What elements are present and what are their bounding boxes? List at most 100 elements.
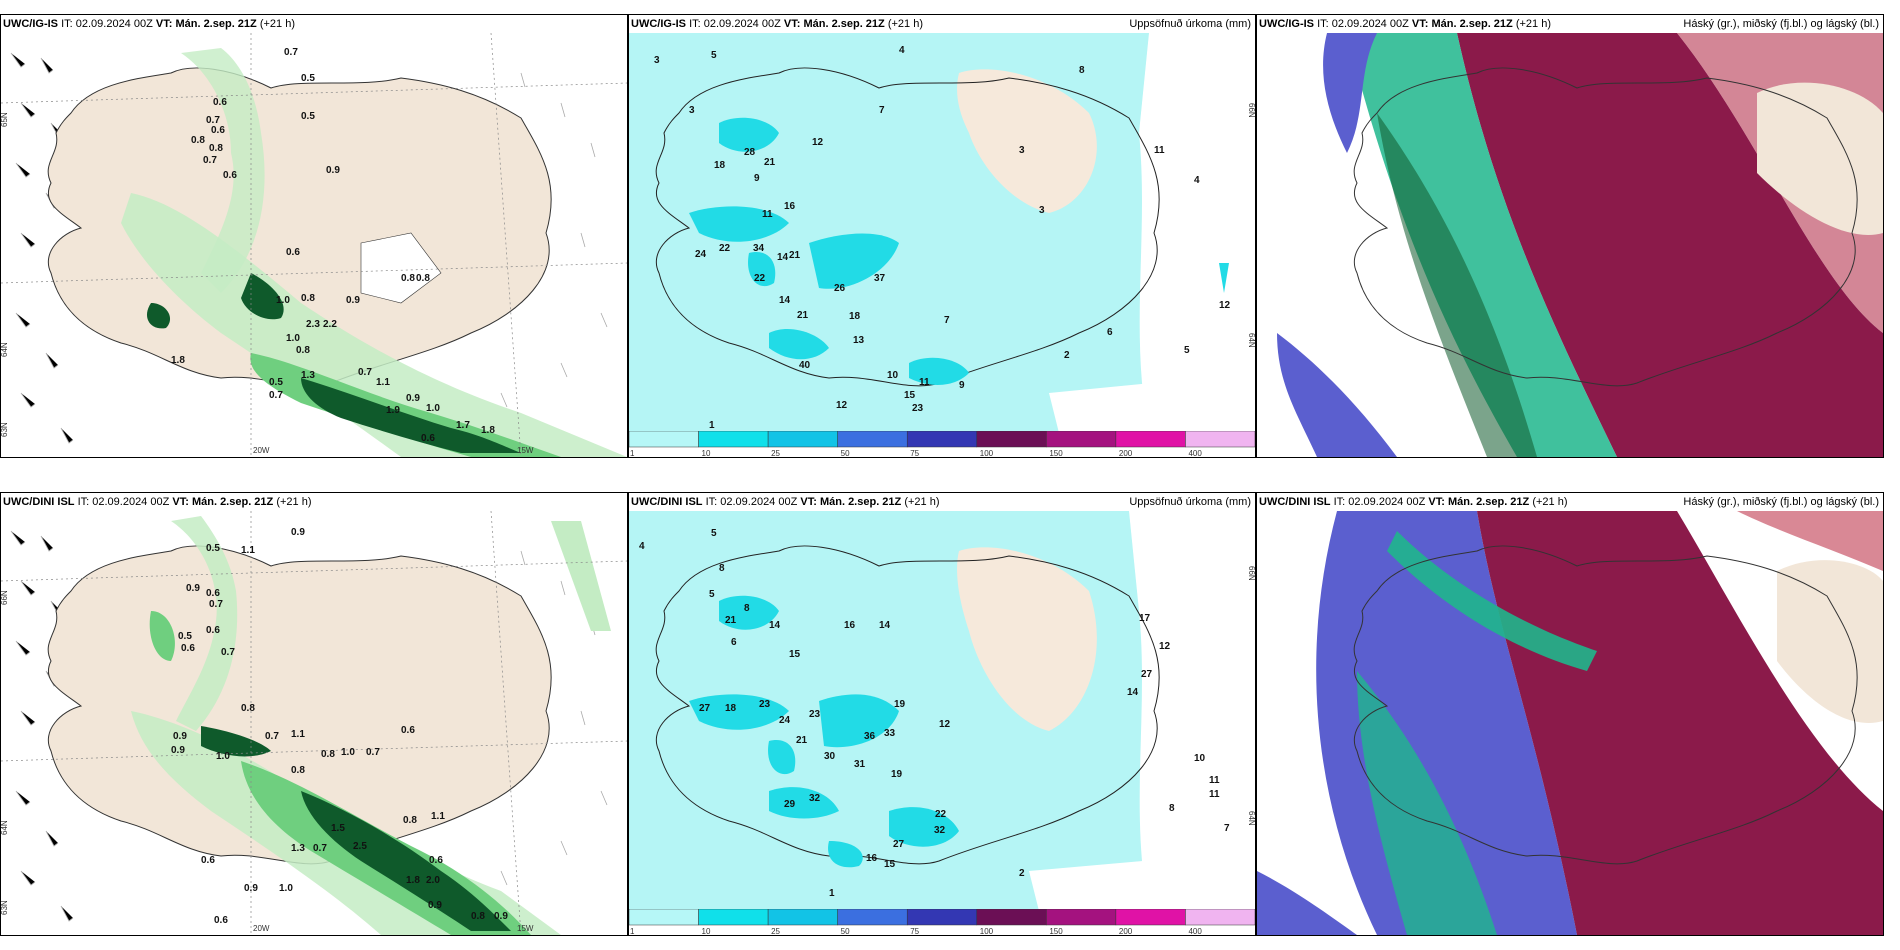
panel-header: UWC/DINI ISL IT: 02.09.2024 00Z VT: Mán.… bbox=[1259, 496, 1568, 508]
svg-text:31: 31 bbox=[854, 759, 866, 770]
panel-header: UWC/IG-IS IT: 02.09.2024 00Z VT: Mán. 2.… bbox=[1259, 18, 1551, 30]
svg-text:2.3: 2.3 bbox=[306, 319, 320, 330]
svg-text:16: 16 bbox=[866, 853, 878, 864]
svg-text:1.5: 1.5 bbox=[331, 823, 345, 834]
svg-text:1.1: 1.1 bbox=[376, 377, 390, 388]
svg-text:34: 34 bbox=[753, 243, 765, 254]
colorbar-tick: 50 bbox=[841, 927, 850, 935]
map-clouds bbox=[1257, 511, 1883, 935]
svg-text:0.6: 0.6 bbox=[181, 643, 195, 654]
colorbar-swatch bbox=[629, 909, 699, 926]
svg-text:15W: 15W bbox=[517, 924, 534, 933]
panel-right-title: Háský (gr.), miðský (fj.bl.) og lágský (… bbox=[1683, 18, 1879, 30]
svg-text:23: 23 bbox=[912, 403, 924, 414]
svg-text:36: 36 bbox=[864, 731, 876, 742]
svg-text:0.9: 0.9 bbox=[406, 393, 420, 404]
colorbar: 1 10 25 50 75 100 150 200 400 bbox=[629, 431, 1255, 457]
svg-text:1.3: 1.3 bbox=[291, 843, 305, 854]
svg-text:3: 3 bbox=[654, 55, 660, 66]
svg-text:9: 9 bbox=[959, 380, 965, 391]
svg-text:21: 21 bbox=[764, 157, 776, 168]
svg-text:11: 11 bbox=[1209, 775, 1220, 786]
svg-text:32: 32 bbox=[934, 825, 946, 836]
svg-text:29: 29 bbox=[784, 799, 796, 810]
svg-text:4: 4 bbox=[1194, 175, 1200, 186]
colorbar-swatch bbox=[837, 909, 908, 926]
svg-text:1.8: 1.8 bbox=[406, 875, 420, 886]
panel-right-title: Háský (gr.), miðský (fj.bl.) og lágský (… bbox=[1683, 496, 1879, 508]
colorbar-tick: 25 bbox=[771, 927, 780, 935]
svg-text:27: 27 bbox=[1141, 669, 1153, 680]
svg-text:0.6: 0.6 bbox=[213, 97, 227, 108]
colorbar-tick: 25 bbox=[771, 449, 780, 457]
svg-text:14: 14 bbox=[779, 295, 791, 306]
svg-text:1.1: 1.1 bbox=[431, 811, 445, 822]
colorbar-tick: 50 bbox=[841, 449, 850, 457]
svg-text:0.7: 0.7 bbox=[366, 747, 380, 758]
svg-text:0.8: 0.8 bbox=[209, 143, 223, 154]
svg-text:2: 2 bbox=[1019, 868, 1025, 879]
iceland-outline bbox=[655, 67, 1160, 387]
svg-text:17: 17 bbox=[1139, 613, 1151, 624]
svg-text:19: 19 bbox=[891, 769, 903, 780]
svg-text:64N: 64N bbox=[1, 820, 9, 835]
svg-text:11: 11 bbox=[919, 377, 930, 388]
svg-text:1.9: 1.9 bbox=[386, 405, 400, 416]
precip-values: 0.9 0.5 1.1 0.6 0.9 0.7 0.5 0.6 0.6 0.7 … bbox=[171, 527, 508, 926]
svg-text:18: 18 bbox=[714, 160, 726, 171]
svg-text:0.5: 0.5 bbox=[301, 111, 315, 122]
svg-text:2.0: 2.0 bbox=[426, 875, 440, 886]
svg-text:12: 12 bbox=[1219, 300, 1231, 311]
svg-text:21: 21 bbox=[796, 735, 808, 746]
svg-text:4: 4 bbox=[899, 45, 905, 56]
svg-text:0.7: 0.7 bbox=[358, 367, 372, 378]
svg-text:12: 12 bbox=[836, 400, 848, 411]
svg-text:22: 22 bbox=[719, 243, 731, 254]
svg-text:5: 5 bbox=[709, 589, 715, 600]
svg-text:0.7: 0.7 bbox=[221, 647, 235, 658]
svg-text:0.8: 0.8 bbox=[241, 703, 255, 714]
svg-text:11: 11 bbox=[1209, 789, 1220, 800]
svg-text:21: 21 bbox=[797, 310, 809, 321]
svg-text:66N: 66N bbox=[1247, 566, 1255, 581]
svg-text:23: 23 bbox=[759, 699, 771, 710]
svg-text:18: 18 bbox=[725, 703, 737, 714]
colorbar-swatch bbox=[906, 431, 978, 448]
svg-text:0.9: 0.9 bbox=[346, 295, 360, 306]
svg-text:63N: 63N bbox=[1, 422, 9, 437]
colorbar-tick: 400 bbox=[1188, 449, 1202, 457]
svg-text:2: 2 bbox=[1064, 350, 1070, 361]
svg-text:0.8: 0.8 bbox=[401, 273, 415, 284]
colorbar-swatch bbox=[767, 909, 838, 926]
colorbar-swatch bbox=[698, 909, 769, 926]
svg-text:0.6: 0.6 bbox=[211, 125, 225, 136]
colorbar-tick: 10 bbox=[702, 927, 711, 935]
svg-text:7: 7 bbox=[879, 105, 885, 116]
svg-text:1.8: 1.8 bbox=[171, 355, 185, 366]
map-accum-precip: 5 4 8 21 14 16 14 15 27 18 23 24 23 19 2… bbox=[629, 511, 1255, 911]
svg-text:12: 12 bbox=[1159, 641, 1171, 652]
svg-text:15: 15 bbox=[789, 649, 801, 660]
svg-text:21: 21 bbox=[725, 615, 737, 626]
svg-text:8: 8 bbox=[744, 603, 750, 614]
precip-values: 0.7 0.5 0.6 0.5 0.7 0.8 0.6 0.8 0.7 0.6 … bbox=[171, 47, 495, 444]
svg-text:0.6: 0.6 bbox=[421, 433, 435, 444]
colorbar-tick: 75 bbox=[910, 927, 919, 935]
svg-text:0.6: 0.6 bbox=[429, 855, 443, 866]
map-clouds bbox=[1257, 33, 1883, 457]
svg-text:64N: 64N bbox=[1, 342, 9, 357]
svg-text:0.9: 0.9 bbox=[494, 911, 508, 922]
colorbar-tick: 75 bbox=[910, 449, 919, 457]
svg-text:13: 13 bbox=[853, 335, 865, 346]
colorbar-swatch bbox=[1046, 909, 1117, 926]
svg-text:1.0: 1.0 bbox=[279, 883, 293, 894]
svg-text:40: 40 bbox=[799, 360, 811, 371]
svg-text:66N: 66N bbox=[1247, 103, 1255, 118]
svg-text:3: 3 bbox=[689, 105, 695, 116]
svg-text:16: 16 bbox=[844, 620, 856, 631]
panel-dini-clouds: UWC/DINI ISL IT: 02.09.2024 00Z VT: Mán.… bbox=[1256, 492, 1884, 936]
svg-text:10: 10 bbox=[887, 370, 899, 381]
svg-text:20W: 20W bbox=[253, 924, 270, 933]
svg-text:0.7: 0.7 bbox=[203, 155, 217, 166]
colorbar-swatch bbox=[976, 909, 1047, 926]
